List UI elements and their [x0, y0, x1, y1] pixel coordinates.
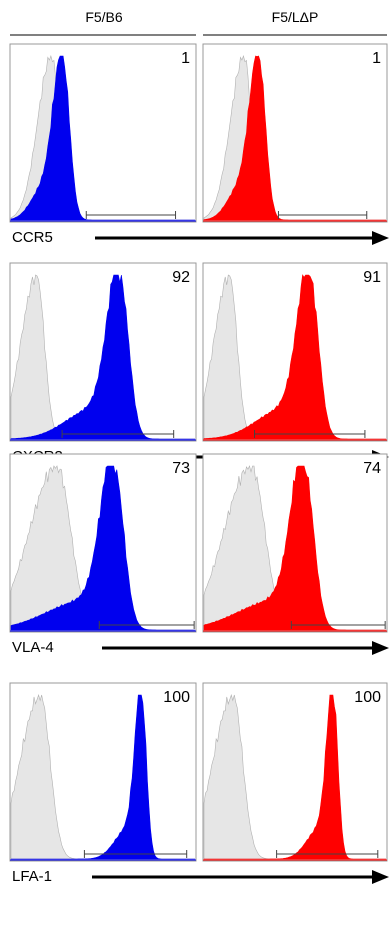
- axis-arrow-head-ccr5: [372, 231, 389, 245]
- percent-label-cxcr3-1: 91: [363, 269, 381, 286]
- axis-arrow-head-lfa-1: [372, 870, 389, 884]
- stained-histogram-ccr5-0: [10, 55, 195, 221]
- marker-label-lfa-1: LFA-1: [12, 868, 52, 885]
- stained-histogram-vla-4-1: [203, 465, 386, 631]
- stained-histogram-vla-4-0: [10, 465, 195, 631]
- percent-label-lfa-1-0: 100: [163, 689, 190, 706]
- column-title-f5-ldp: F5/LΔP: [272, 9, 319, 25]
- marker-label-ccr5: CCR5: [12, 229, 53, 246]
- percent-label-cxcr3-0: 92: [172, 269, 190, 286]
- percent-label-vla-4-1: 74: [363, 460, 381, 477]
- percent-label-lfa-1-1: 100: [354, 689, 381, 706]
- percent-label-ccr5-1: 1: [372, 50, 381, 67]
- percent-label-ccr5-0: 1: [181, 50, 190, 67]
- stained-histogram-lfa-1-1: [204, 694, 386, 860]
- column-title-f5-b6: F5/B6: [85, 9, 123, 25]
- stained-histogram-cxcr3-1: [203, 274, 386, 440]
- percent-label-vla-4-0: 73: [172, 460, 190, 477]
- stained-histogram-ccr5-1: [203, 55, 386, 221]
- stained-histogram-cxcr3-0: [10, 274, 195, 440]
- axis-arrow-head-vla-4: [372, 641, 389, 655]
- marker-label-vla-4: VLA-4: [12, 639, 54, 656]
